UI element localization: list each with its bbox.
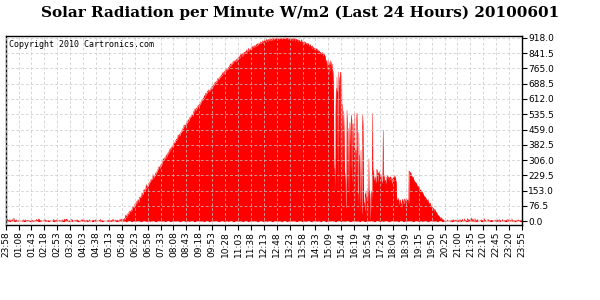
Text: Solar Radiation per Minute W/m2 (Last 24 Hours) 20100601: Solar Radiation per Minute W/m2 (Last 24… (41, 6, 559, 20)
Text: Copyright 2010 Cartronics.com: Copyright 2010 Cartronics.com (8, 40, 154, 49)
